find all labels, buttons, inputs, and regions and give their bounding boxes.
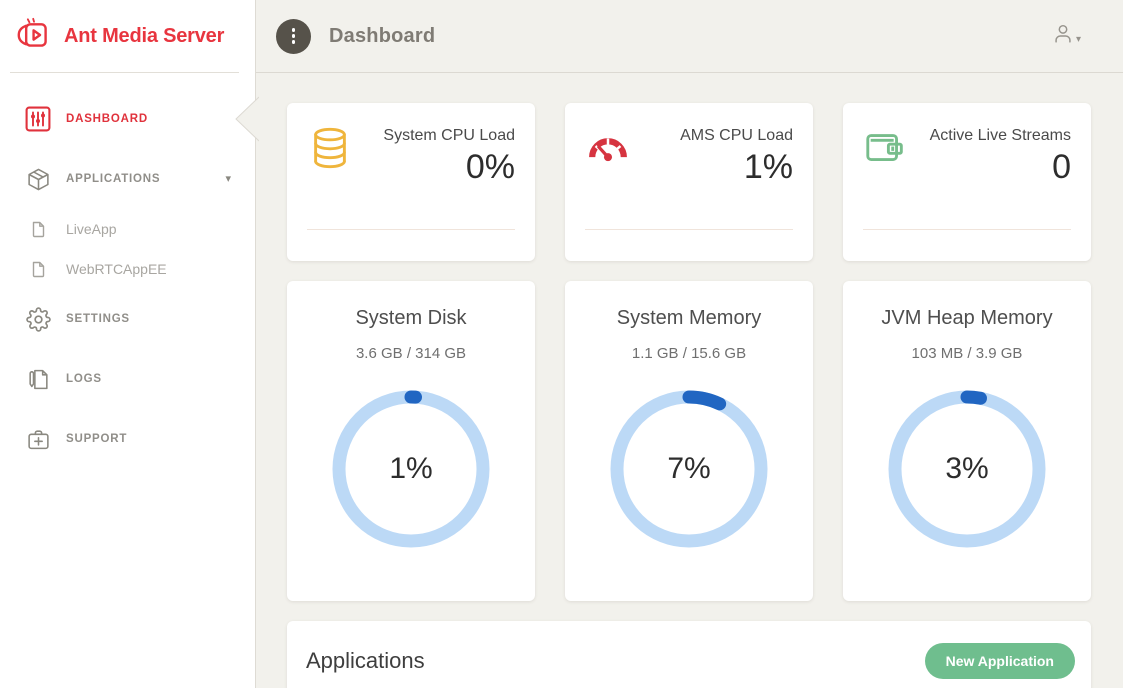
package-box-icon: [24, 167, 52, 192]
sidebar-subitem-label: LiveApp: [66, 221, 117, 237]
gauge-usage-detail: 103 MB / 3.9 GB: [911, 345, 1023, 362]
ant-media-logo-icon: [16, 16, 53, 58]
brand-logo[interactable]: Ant Media Server: [0, 0, 255, 73]
top-header: Dashboard ▾: [256, 0, 1123, 73]
stat-value: 0%: [465, 148, 515, 187]
stat-label: Active Live Streams: [929, 127, 1071, 144]
main-area: Dashboard ▾: [256, 0, 1123, 688]
log-document-icon: [24, 367, 52, 392]
stat-value: 1%: [743, 148, 793, 187]
sidebar-item-support[interactable]: SUPPORT: [0, 409, 255, 469]
file-icon: [24, 261, 52, 278]
stat-cards-row: System CPU Load 0%: [287, 103, 1091, 261]
menu-kebab-button[interactable]: [276, 18, 311, 54]
applications-panel-title: Applications: [306, 648, 425, 673]
gauge-usage-detail: 3.6 GB / 314 GB: [355, 345, 467, 362]
wallet-icon: [863, 125, 909, 176]
gauge-percent-value: 1%: [389, 452, 433, 485]
sidebar-item-label: LOGS: [66, 373, 102, 385]
database-icon: [307, 125, 353, 176]
sidebar-sublist-applications: LiveApp WebRTCAppEE: [0, 209, 255, 289]
applications-panel: Applications New Application: [287, 621, 1091, 688]
sidebar-item-label: DASHBOARD: [66, 113, 148, 125]
stat-card-system-cpu-load: System CPU Load 0%: [287, 103, 535, 261]
gauge-percent-value: 7%: [667, 452, 711, 485]
new-application-button[interactable]: New Application: [924, 643, 1075, 679]
gauge-card-system-disk: System Disk 3.6 GB / 314 GB 1%: [287, 281, 535, 601]
page-title: Dashboard: [329, 24, 436, 47]
sidebar-item-applications[interactable]: APPLICATIONS ▾: [0, 149, 255, 209]
chevron-down-icon: ▾: [1075, 33, 1081, 45]
gauge-title: System Memory: [616, 307, 762, 329]
sidebar-item-label: SUPPORT: [66, 433, 128, 445]
donut-gauge: 3%: [887, 389, 1047, 549]
speedometer-icon: [585, 125, 631, 176]
brand-name: Ant Media Server: [64, 25, 225, 47]
gauge-usage-detail: 1.1 GB / 15.6 GB: [631, 345, 747, 362]
stat-label: System CPU Load: [383, 127, 515, 144]
sidebar-item-logs[interactable]: LOGS: [0, 349, 255, 409]
gauge-cards-row: System Disk 3.6 GB / 314 GB 1% System Me…: [287, 281, 1091, 601]
dashboard-sliders-icon: [24, 106, 52, 132]
gauge-title: System Disk: [355, 307, 467, 329]
sidebar: Ant Media Server DASHBOARD: [0, 0, 260, 688]
sidebar-nav: DASHBOARD APPLICATIONS ▾: [0, 73, 260, 469]
chevron-down-icon: ▾: [225, 172, 231, 185]
divider: [863, 229, 1071, 230]
gauge-percent-value: 3%: [945, 452, 989, 485]
sidebar-item-dashboard[interactable]: DASHBOARD: [0, 89, 260, 149]
gear-icon: [24, 306, 52, 332]
stat-value: 0: [1052, 148, 1071, 187]
sidebar-item-settings[interactable]: SETTINGS: [0, 289, 255, 349]
divider: [307, 229, 515, 230]
divider: [585, 229, 793, 230]
sidebar-subitem-liveapp[interactable]: LiveApp: [0, 209, 255, 249]
stat-card-ams-cpu-load: AMS CPU Load 1%: [565, 103, 813, 261]
stat-label: AMS CPU Load: [680, 127, 793, 144]
user-icon: [1051, 22, 1075, 51]
stat-card-active-live-streams: Active Live Streams 0: [843, 103, 1091, 261]
donut-gauge: 7%: [609, 389, 769, 549]
active-item-marker-arrow: [233, 96, 260, 142]
gauge-card-system-memory: System Memory 1.1 GB / 15.6 GB 7%: [565, 281, 813, 601]
sidebar-subitem-label: WebRTCAppEE: [66, 261, 167, 277]
user-menu[interactable]: ▾: [1051, 22, 1081, 51]
sidebar-subitem-webrtcappee[interactable]: WebRTCAppEE: [0, 249, 255, 289]
dashboard-content: System CPU Load 0%: [256, 73, 1123, 688]
donut-gauge: 1%: [331, 389, 491, 549]
sidebar-item-label: APPLICATIONS: [66, 173, 161, 185]
file-icon: [24, 221, 52, 238]
gauge-card-jvm-heap-memory: JVM Heap Memory 103 MB / 3.9 GB 3%: [843, 281, 1091, 601]
gauge-title: JVM Heap Memory: [881, 307, 1053, 329]
sidebar-item-label: SETTINGS: [66, 313, 130, 325]
support-kit-icon: [24, 427, 52, 452]
